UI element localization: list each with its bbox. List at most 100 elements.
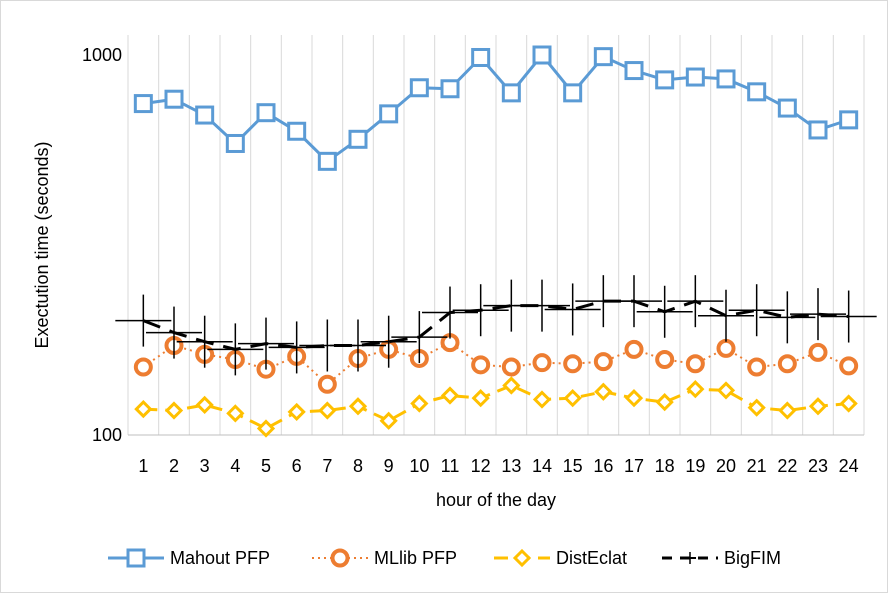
x-tick-label: 14 <box>532 456 552 476</box>
data-point-bigfim <box>698 289 754 342</box>
data-point-disteclat <box>348 397 368 416</box>
data-point-disteclat <box>195 395 214 415</box>
data-point-mahout-pfp <box>287 121 307 141</box>
series-line-bigfim <box>142 299 849 351</box>
data-point-mahout-pfp <box>716 69 736 89</box>
x-tick-label: 7 <box>322 456 332 476</box>
series <box>115 45 877 438</box>
legend-marker-mllib-pfp <box>330 548 350 568</box>
data-point-mllib-pfp <box>563 354 583 374</box>
data-point-bigfim <box>606 275 662 328</box>
legend-label-mahout-pfp: Mahout PFP <box>170 548 270 568</box>
data-point-bigfim <box>636 285 693 338</box>
legend-item-bigfim: BigFIM <box>662 548 781 568</box>
data-point-mllib-pfp <box>532 353 552 373</box>
series-mahout-pfp <box>133 45 859 171</box>
data-point-bigfim <box>207 323 264 376</box>
data-point-disteclat <box>624 389 644 408</box>
data-point-bigfim <box>759 291 816 344</box>
data-point-mllib-pfp <box>655 350 675 370</box>
legend-label-disteclat: DistEclat <box>556 548 627 568</box>
x-tick-label: 21 <box>747 456 767 476</box>
data-point-disteclat <box>808 397 828 416</box>
data-point-disteclat <box>318 401 337 420</box>
data-point-disteclat <box>594 382 613 401</box>
legend-item-disteclat: DistEclat <box>494 548 627 568</box>
x-tick-label: 8 <box>353 456 363 476</box>
x-tick-label: 24 <box>839 456 859 476</box>
data-point-mllib-pfp <box>501 357 521 377</box>
data-point-disteclat <box>655 393 674 412</box>
data-point-disteclat <box>410 394 429 413</box>
data-point-mahout-pfp <box>164 89 184 109</box>
legend-label-bigfim: BigFIM <box>724 548 781 568</box>
data-point-mahout-pfp <box>747 82 767 102</box>
legend-marker-mahout-pfp <box>126 548 146 568</box>
data-point-disteclat <box>686 380 705 399</box>
data-point-mahout-pfp <box>624 61 644 81</box>
data-point-mllib-pfp <box>624 339 644 359</box>
data-point-mahout-pfp <box>225 133 245 153</box>
data-point-mllib-pfp <box>716 338 736 358</box>
data-point-disteclat <box>287 402 306 422</box>
data-point-bigfim <box>790 288 846 341</box>
data-point-bigfim <box>360 315 417 368</box>
series-disteclat <box>134 376 858 438</box>
data-point-disteclat <box>778 401 797 420</box>
data-point-bigfim <box>728 284 785 337</box>
data-point-disteclat <box>532 390 552 409</box>
x-tick-label: 15 <box>563 456 583 476</box>
legend-marker-disteclat <box>512 548 532 568</box>
x-tick-label: 17 <box>624 456 644 476</box>
x-tick-label: 9 <box>384 456 394 476</box>
data-point-disteclat <box>226 404 245 423</box>
x-tick-label: 10 <box>409 456 429 476</box>
x-tick-label: 18 <box>655 456 675 476</box>
x-tick-label: 6 <box>292 456 302 476</box>
legend-item-mahout-pfp: Mahout PFP <box>108 548 270 568</box>
data-point-mahout-pfp <box>777 98 797 118</box>
x-tick-label: 20 <box>716 456 736 476</box>
data-point-bigfim <box>176 315 233 368</box>
data-point-disteclat <box>134 399 153 419</box>
data-point-mahout-pfp <box>133 94 153 114</box>
x-tick-label: 19 <box>685 456 705 476</box>
data-point-mahout-pfp <box>839 110 859 130</box>
x-axis-title: hour of the day <box>436 490 556 510</box>
data-point-disteclat <box>471 389 490 408</box>
x-tick-label: 22 <box>777 456 797 476</box>
data-point-bigfim <box>422 286 478 339</box>
data-point-disteclat <box>256 419 276 438</box>
x-tick-label: 1 <box>138 456 148 476</box>
data-point-mahout-pfp <box>379 104 399 124</box>
data-point-disteclat <box>502 376 521 395</box>
data-point-mahout-pfp <box>593 47 613 67</box>
legend-label-mllib-pfp: MLlib PFP <box>374 548 457 568</box>
data-point-bigfim <box>391 311 448 364</box>
data-point-mllib-pfp <box>471 355 491 375</box>
data-point-bigfim <box>452 284 509 337</box>
y-axis-title: Exectution time (seconds) <box>32 141 52 348</box>
y-tick-label: 1000 <box>82 45 122 65</box>
data-point-mllib-pfp <box>685 354 705 374</box>
data-point-mahout-pfp <box>317 151 337 171</box>
data-point-mahout-pfp <box>409 78 429 98</box>
data-point-mllib-pfp <box>808 342 828 362</box>
x-tick-label: 11 <box>441 456 460 476</box>
data-point-disteclat <box>563 389 582 408</box>
data-point-mllib-pfp <box>593 352 613 372</box>
data-point-mllib-pfp <box>777 354 797 374</box>
data-point-bigfim <box>146 306 202 359</box>
data-point-bigfim <box>544 283 601 336</box>
x-tick-label: 12 <box>471 456 491 476</box>
x-tick-label: 16 <box>593 456 613 476</box>
y-tick-label: 100 <box>92 425 122 445</box>
data-point-mahout-pfp <box>440 79 460 99</box>
data-point-bigfim <box>115 294 172 347</box>
data-point-mahout-pfp <box>563 83 583 103</box>
data-point-bigfim <box>514 279 570 332</box>
data-point-mahout-pfp <box>655 70 675 90</box>
data-point-disteclat <box>440 386 460 405</box>
legend: Mahout PFP MLlib PFP DistEclat BigFIM <box>108 548 781 568</box>
